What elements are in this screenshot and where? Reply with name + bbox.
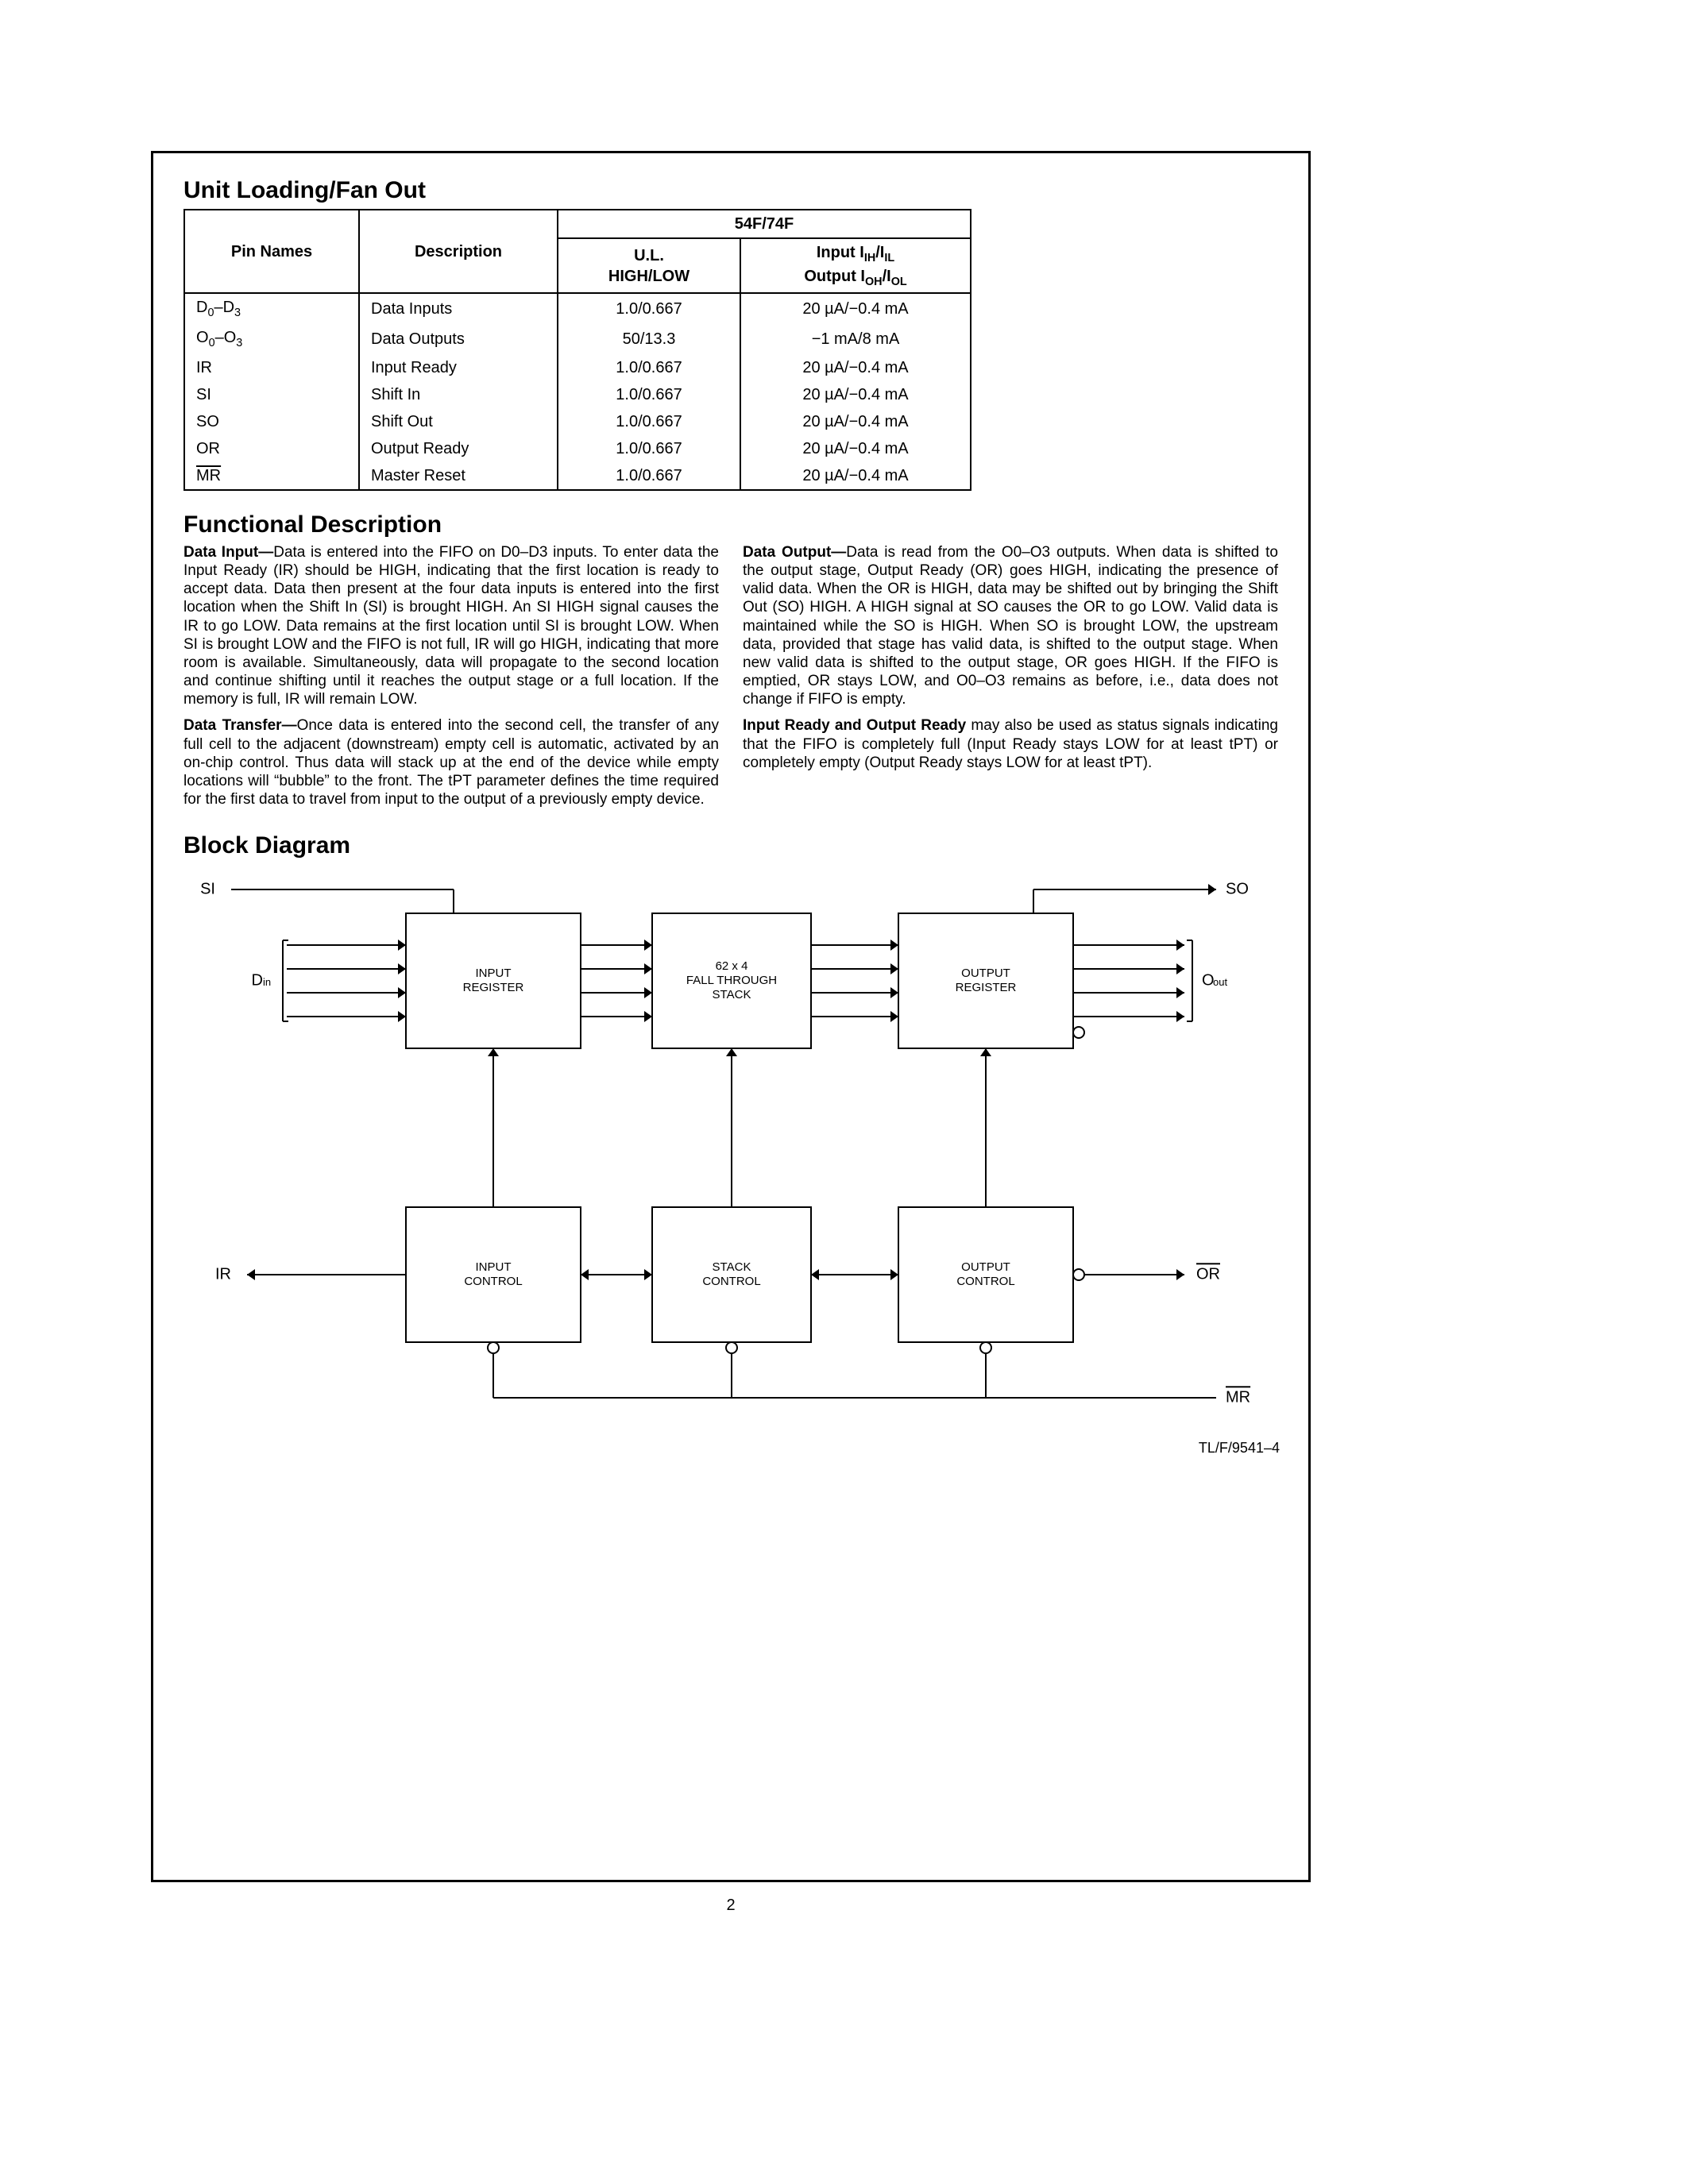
- th-pin-names: Pin Names: [184, 210, 359, 293]
- section-title-unit-loading: Unit Loading/Fan Out: [183, 177, 1278, 204]
- svg-text:IR: IR: [215, 1266, 231, 1283]
- svg-text:INPUT: INPUT: [476, 967, 512, 980]
- svg-text:OUTPUT: OUTPUT: [961, 1260, 1010, 1274]
- para-data-transfer: Data Transfer—Once data is entered into …: [183, 716, 719, 808]
- section-title-block: Block Diagram: [183, 832, 1278, 859]
- svg-text:out: out: [1213, 976, 1227, 988]
- diagram-caption: TL/F/9541–4: [1199, 1440, 1280, 1457]
- column-left: Data Input—Data is entered into the FIFO…: [183, 543, 719, 816]
- table-row: D0–D3 Data Inputs 1.0/0.667 20 µA/−0.4 m…: [184, 293, 971, 324]
- para-ready-signals: Input Ready and Output Ready may also be…: [743, 716, 1278, 772]
- unit-loading-table: Pin Names Description 54F/74F U.L.HIGH/L…: [183, 209, 971, 491]
- th-description: Description: [359, 210, 558, 293]
- th-io: Input IIH/IIL Output IOH/IOL: [740, 238, 971, 293]
- svg-text:in: in: [263, 976, 271, 988]
- svg-text:CONTROL: CONTROL: [956, 1275, 1014, 1288]
- table-row: SI Shift In 1.0/0.667 20 µA/−0.4 mA: [184, 381, 971, 408]
- svg-text:CONTROL: CONTROL: [464, 1275, 522, 1288]
- section-title-functional: Functional Description: [183, 511, 1278, 538]
- svg-text:OUTPUT: OUTPUT: [961, 967, 1010, 980]
- svg-text:D: D: [252, 972, 263, 990]
- svg-text:SO: SO: [1226, 881, 1249, 898]
- block-diagram-svg: INPUTREGISTER62 x 4FALL THROUGHSTACKOUTP…: [183, 866, 1280, 1453]
- svg-text:62 x 4: 62 x 4: [716, 959, 748, 973]
- svg-text:STACK: STACK: [713, 988, 751, 1001]
- table-row: IR Input Ready 1.0/0.667 20 µA/−0.4 mA: [184, 354, 971, 381]
- page-frame: Unit Loading/Fan Out Pin Names Descripti…: [151, 151, 1311, 1882]
- page-number: 2: [726, 1897, 735, 1915]
- svg-text:INPUT: INPUT: [476, 1260, 512, 1274]
- table-row: OR Output Ready 1.0/0.667 20 µA/−0.4 mA: [184, 435, 971, 462]
- table-row: SO Shift Out 1.0/0.667 20 µA/−0.4 mA: [184, 408, 971, 435]
- svg-text:MR: MR: [1226, 1389, 1250, 1406]
- svg-text:REGISTER: REGISTER: [956, 981, 1017, 994]
- svg-text:FALL THROUGH: FALL THROUGH: [686, 974, 777, 987]
- th-ul: U.L.HIGH/LOW: [558, 238, 740, 293]
- svg-text:REGISTER: REGISTER: [463, 981, 524, 994]
- table-body: D0–D3 Data Inputs 1.0/0.667 20 µA/−0.4 m…: [184, 293, 971, 489]
- svg-text:SI: SI: [200, 881, 215, 898]
- svg-text:CONTROL: CONTROL: [702, 1275, 760, 1288]
- para-data-output: Data Output—Data is read from the O0–O3 …: [743, 543, 1278, 709]
- block-diagram: INPUTREGISTER62 x 4FALL THROUGHSTACKOUTP…: [183, 866, 1280, 1453]
- para-data-input: Data Input—Data is entered into the FIFO…: [183, 543, 719, 709]
- table-row: MR Master Reset 1.0/0.667 20 µA/−0.4 mA: [184, 462, 971, 490]
- table-row: O0–O3 Data Outputs 50/13.3 −1 mA/8 mA: [184, 324, 971, 354]
- svg-text:OR: OR: [1196, 1266, 1220, 1283]
- column-right: Data Output—Data is read from the O0–O3 …: [743, 543, 1278, 816]
- functional-columns: Data Input—Data is entered into the FIFO…: [183, 543, 1278, 816]
- th-group: 54F/74F: [558, 210, 971, 238]
- svg-text:STACK: STACK: [713, 1260, 751, 1274]
